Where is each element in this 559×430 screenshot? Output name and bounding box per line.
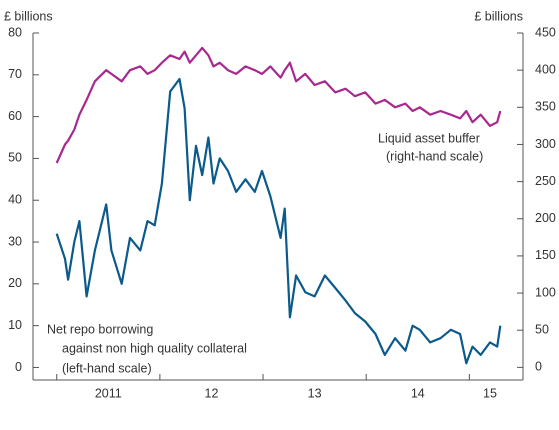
y2-tick-label: 250 xyxy=(535,174,556,188)
y-tick-label: 50 xyxy=(8,151,22,165)
annotation: (left-hand scale) xyxy=(62,361,152,375)
series-line xyxy=(55,77,502,365)
y-tick-label: 60 xyxy=(8,109,22,123)
annotation: against non high quality collateral xyxy=(62,341,247,355)
series-line xyxy=(55,46,502,164)
y2-tick-label: 350 xyxy=(535,100,556,114)
annotation: (right-hand scale) xyxy=(386,149,483,163)
y2-tick-label: 200 xyxy=(535,211,556,225)
y2-axis-label: £ billions xyxy=(474,9,523,23)
y2-tick-label: 150 xyxy=(535,248,556,262)
y-tick-label: 20 xyxy=(8,276,22,290)
y-tick-label: 40 xyxy=(8,193,22,207)
y-tick-label: 30 xyxy=(8,234,22,248)
y-tick-label: 80 xyxy=(8,25,22,39)
annotation: Liquid asset buffer xyxy=(378,131,480,145)
y2-tick-label: 300 xyxy=(535,137,556,151)
y2-tick-label: 50 xyxy=(535,323,549,337)
x-tick-label: 12 xyxy=(205,386,219,400)
x-tick-label: 2011 xyxy=(95,386,122,400)
y-tick-label: 70 xyxy=(8,67,22,81)
x-tick-label: 15 xyxy=(483,386,497,400)
y-axis-label: £ billions xyxy=(4,9,53,23)
x-tick-label: 13 xyxy=(308,386,322,400)
annotation: Net repo borrowing xyxy=(47,322,153,336)
y2-tick-label: 0 xyxy=(535,360,542,374)
y2-tick-label: 450 xyxy=(535,25,556,39)
y-tick-label: 0 xyxy=(15,360,22,374)
y2-tick-label: 100 xyxy=(535,285,556,299)
y2-tick-label: 400 xyxy=(535,62,556,76)
y-tick-label: 10 xyxy=(8,318,22,332)
x-tick-label: 14 xyxy=(411,386,425,400)
